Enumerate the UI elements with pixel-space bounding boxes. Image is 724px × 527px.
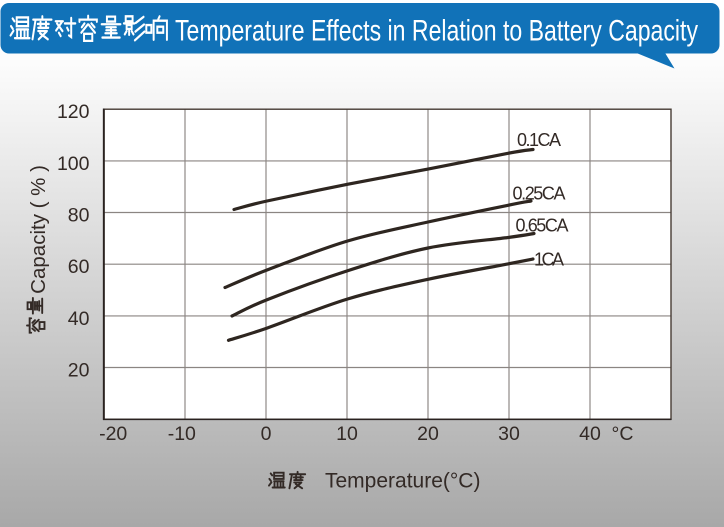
svg-text:-20: -20 — [99, 423, 127, 445]
svg-text:Temperature Effects in Relatio: Temperature Effects in Relation to Batte… — [175, 15, 698, 48]
svg-text:30: 30 — [498, 423, 520, 445]
svg-text:80: 80 — [68, 205, 90, 227]
svg-text:60: 60 — [68, 256, 90, 278]
svg-text:0.1CA: 0.1CA — [517, 130, 561, 150]
svg-text:20: 20 — [68, 360, 90, 382]
svg-text:0.25CA: 0.25CA — [513, 183, 566, 203]
svg-text:20: 20 — [417, 423, 439, 445]
svg-text:100: 100 — [57, 153, 90, 175]
svg-text:40: 40 — [68, 308, 90, 330]
svg-text:10: 10 — [336, 423, 358, 445]
svg-text:°C: °C — [612, 423, 634, 445]
svg-text:-10: -10 — [168, 423, 196, 445]
svg-text:40: 40 — [579, 423, 601, 445]
svg-text:Temperature(°C): Temperature(°C) — [325, 470, 480, 493]
svg-text:120: 120 — [57, 101, 90, 123]
svg-text:Capacity ( % ): Capacity ( % ) — [27, 165, 50, 294]
svg-text:1CA: 1CA — [534, 250, 564, 270]
svg-text:0.65CA: 0.65CA — [516, 216, 569, 236]
svg-text:0: 0 — [261, 423, 272, 445]
